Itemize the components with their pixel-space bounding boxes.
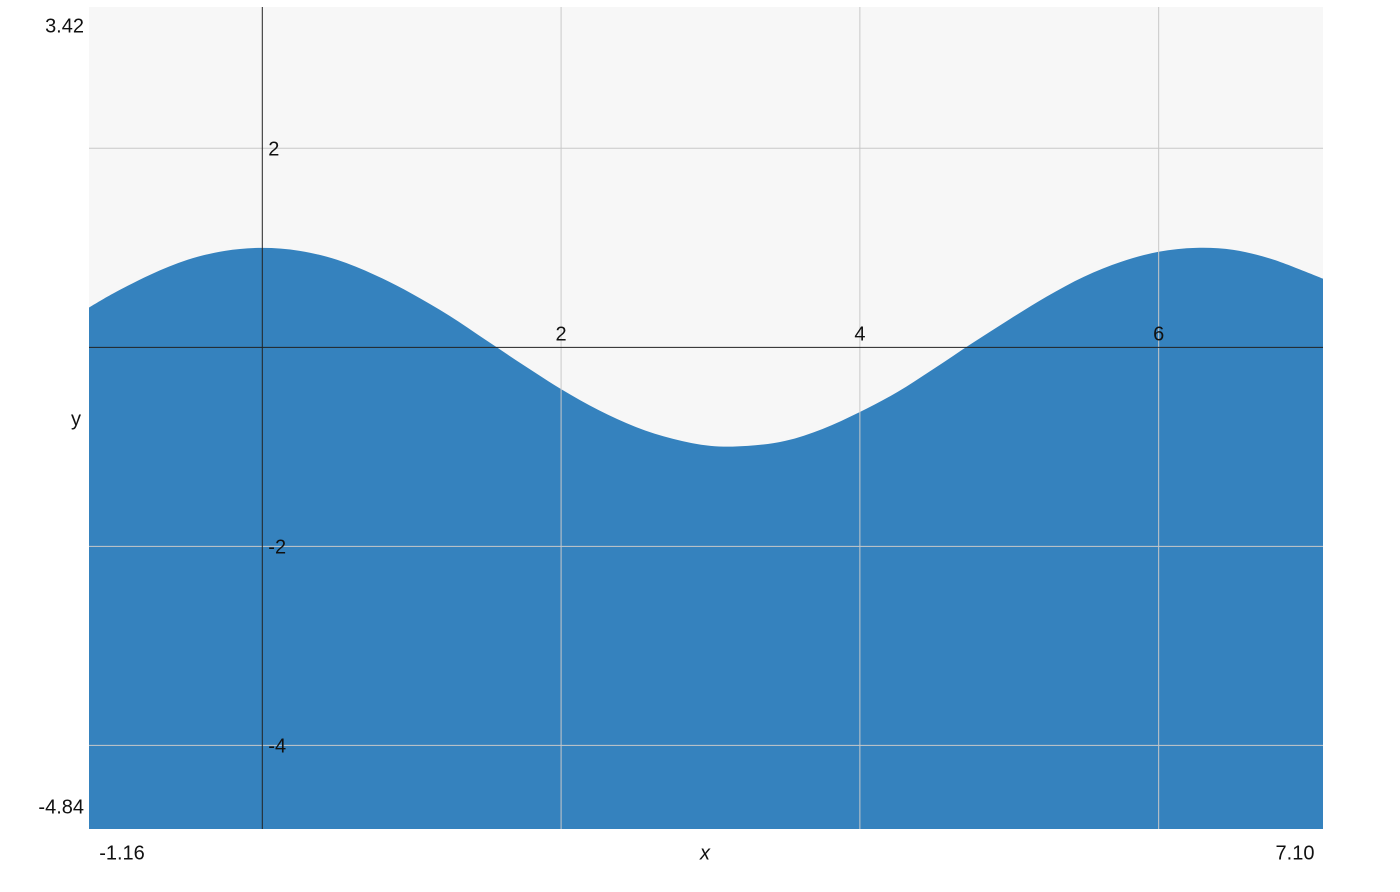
x-max-label: 7.10 [1276, 842, 1315, 864]
y-max-label: 3.42 [45, 15, 84, 37]
y-tick-label: -2 [268, 537, 286, 559]
x-tick-label: 2 [556, 324, 567, 346]
x-tick-label: 6 [1153, 324, 1164, 346]
y-min-label: -4.84 [38, 796, 84, 818]
area [89, 247, 1323, 829]
y-tick-label: 2 [268, 139, 279, 161]
x-axis-label: x [699, 842, 711, 864]
x-tick-label: 4 [854, 324, 865, 346]
y-tick-label: -4 [268, 736, 286, 758]
x-min-label: -1.16 [99, 842, 145, 864]
y-axis-label: y [71, 408, 81, 430]
